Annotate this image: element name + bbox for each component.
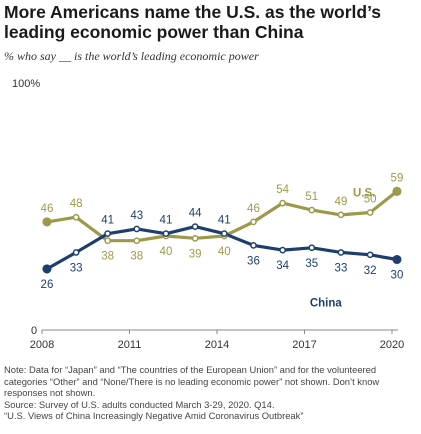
data-label: 43 xyxy=(130,210,143,222)
data-label: 34 xyxy=(276,260,289,272)
data-point xyxy=(72,249,80,256)
data-point xyxy=(250,218,257,226)
data-label: 50 xyxy=(364,194,377,206)
source-text: Source: Survey of U.S. adults conducted … xyxy=(4,398,275,410)
data-point xyxy=(392,254,402,265)
data-label: 51 xyxy=(305,191,318,203)
data-label: 39 xyxy=(189,248,202,260)
data-point xyxy=(42,264,52,274)
series-label-china: China xyxy=(310,298,343,310)
data-point xyxy=(250,242,257,249)
data-point xyxy=(104,237,111,245)
data-label: 36 xyxy=(247,255,260,267)
data-point xyxy=(308,244,316,252)
data-point xyxy=(162,230,170,237)
data-point xyxy=(104,230,111,237)
data-point xyxy=(191,235,199,242)
data-point xyxy=(337,249,345,256)
data-label: 38 xyxy=(130,251,143,263)
data-label: 44 xyxy=(189,208,202,220)
data-label: 33 xyxy=(70,262,83,274)
data-point xyxy=(220,230,228,237)
data-label: 32 xyxy=(364,265,377,277)
data-label: 35 xyxy=(305,258,318,270)
data-label: 40 xyxy=(160,246,173,258)
data-label: 41 xyxy=(218,215,231,227)
note-text: Note: Data for “Japan” and “The countrie… xyxy=(4,364,380,399)
data-point xyxy=(366,209,374,216)
data-point xyxy=(133,225,141,233)
data-label: 33 xyxy=(335,262,348,274)
data-point xyxy=(308,206,316,214)
x-tick-label: 2014 xyxy=(205,339,229,351)
data-point xyxy=(133,237,141,245)
data-point xyxy=(279,199,286,207)
report-title-text: “U.S. Views of China Increasingly Negati… xyxy=(4,410,304,422)
chart-title: More Americans name the U.S. as the worl… xyxy=(4,2,382,42)
y-top-tick-label: 100% xyxy=(12,78,40,90)
data-point xyxy=(366,251,374,259)
chart-subtitle: % who say __ is the world’s leading econ… xyxy=(4,49,259,63)
data-label: 59 xyxy=(391,172,404,184)
data-label: 30 xyxy=(391,270,404,282)
data-point xyxy=(42,217,52,227)
x-tick-label: 2017 xyxy=(292,339,316,351)
series-label-us: U.S. xyxy=(353,187,375,199)
data-point xyxy=(279,246,286,254)
data-point xyxy=(337,211,345,219)
data-label: 49 xyxy=(335,196,348,208)
data-label: 54 xyxy=(276,184,289,196)
data-point xyxy=(191,223,199,230)
x-tick-label: 2020 xyxy=(380,339,404,351)
data-label: 46 xyxy=(41,203,54,215)
data-label: 40 xyxy=(218,246,231,258)
data-label: 41 xyxy=(101,215,114,227)
data-point xyxy=(392,186,402,196)
data-label: 41 xyxy=(160,215,173,227)
data-label: 26 xyxy=(41,279,54,291)
data-label: 46 xyxy=(247,203,260,215)
x-tick-label: 2008 xyxy=(30,339,54,351)
line-chart: 100% 0 2008 2011 2014 2017 2020 46 48 38 38 40 39 40 4… xyxy=(12,78,404,351)
chart-notes: Note: Data for “Japan” and “The countrie… xyxy=(4,364,416,422)
data-point xyxy=(72,213,80,221)
data-label: 48 xyxy=(70,198,83,210)
y-zero-tick-label: 0 xyxy=(31,325,37,337)
data-label: 38 xyxy=(101,251,114,263)
x-tick-label: 2011 xyxy=(118,339,142,351)
